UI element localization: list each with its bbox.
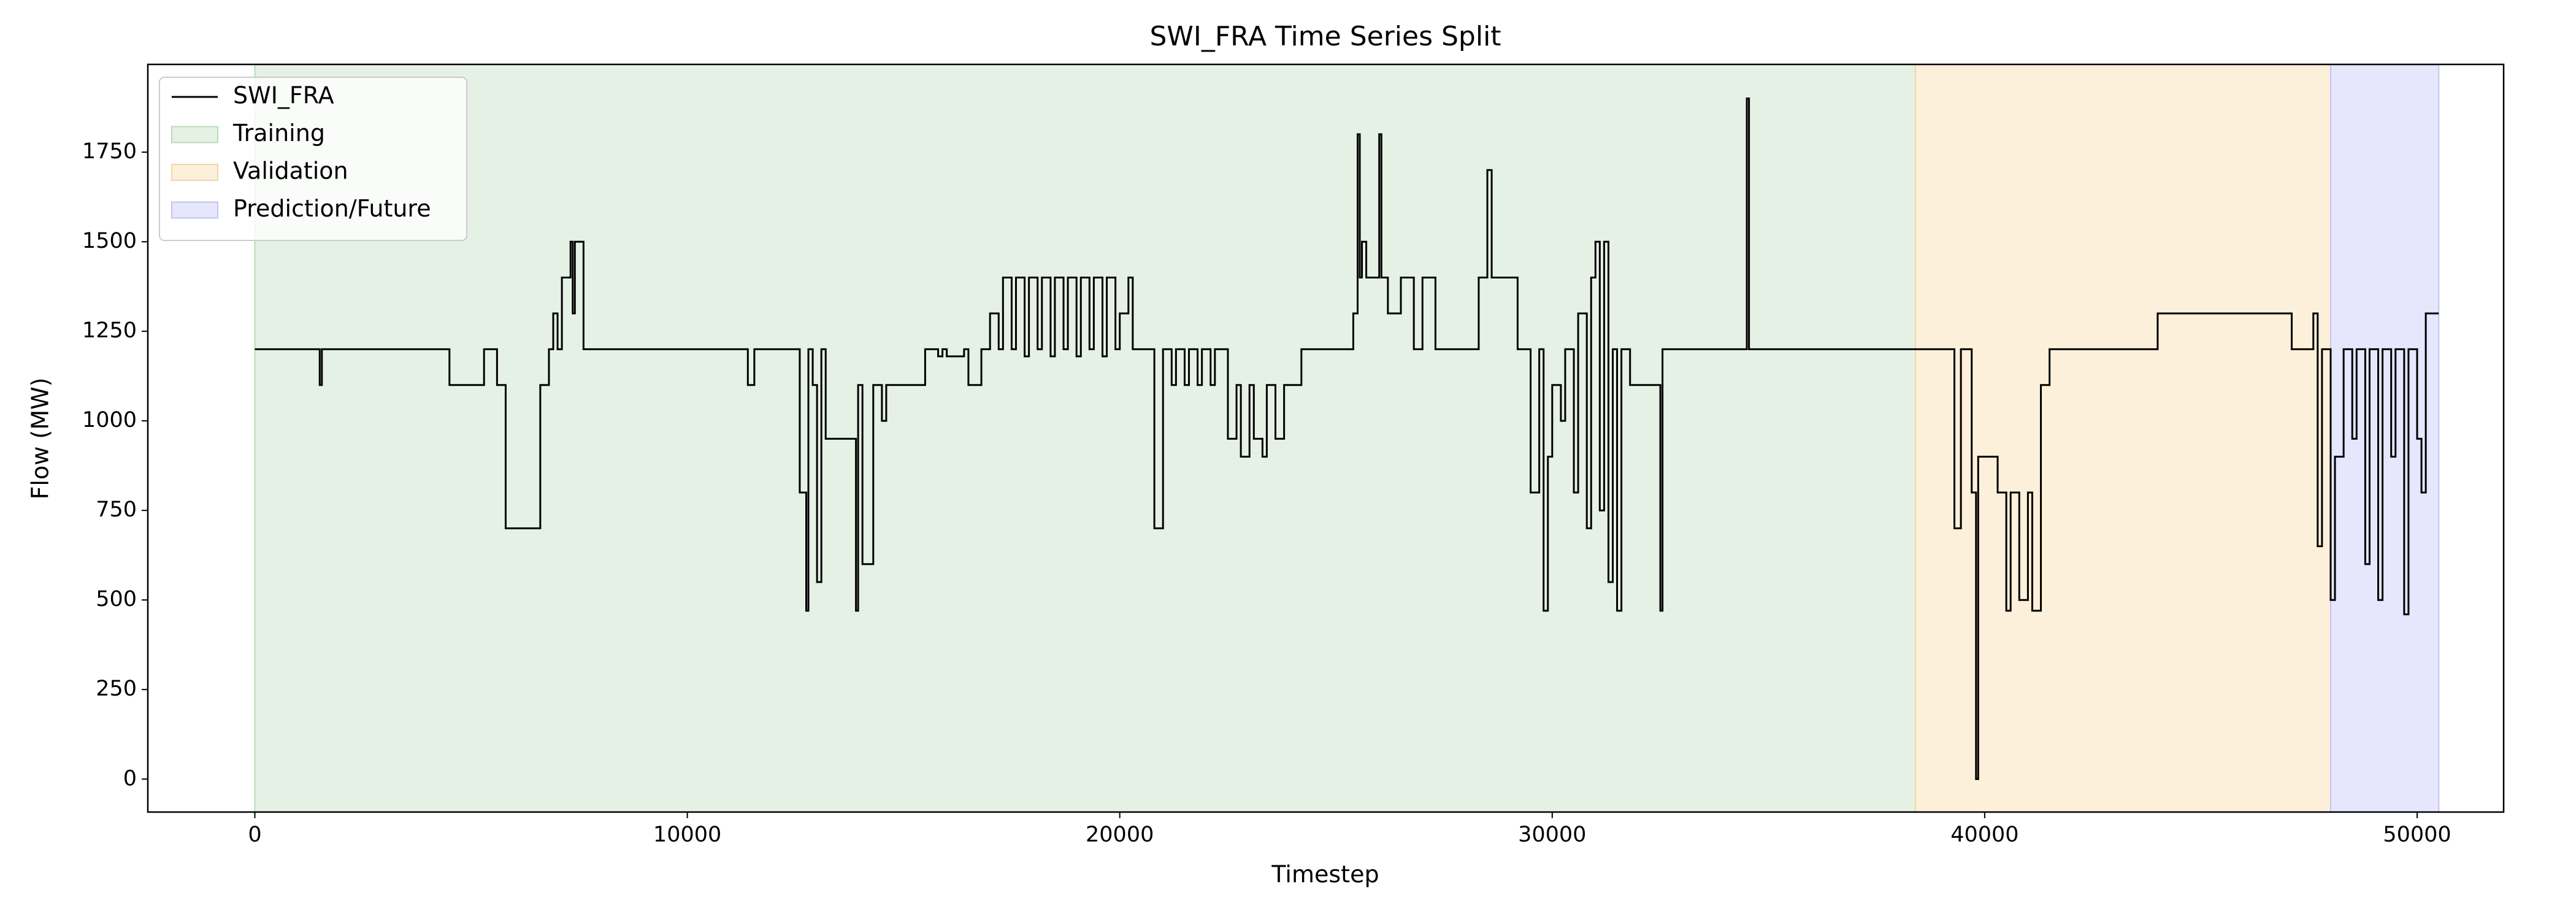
y-tick-label: 1000 [82,408,137,432]
legend-swatch [171,164,218,181]
y-tick-label: 500 [96,587,137,611]
x-tick-label: 10000 [653,822,721,847]
plot-frame [147,63,2505,813]
x-tick-label: 20000 [1086,822,1154,847]
span [2329,64,2440,813]
x-axis-label: Timestep [1271,861,1379,888]
x-tick-label: 0 [248,822,261,847]
series-line [255,97,2439,780]
legend-swatch [171,201,218,219]
legend-swatch [171,126,218,144]
legend-box [159,77,467,241]
y-axis-label: Flow (MW) [27,378,54,500]
span [1915,64,2331,813]
span [254,64,1917,813]
x-tick-label: 40000 [1950,822,2018,847]
y-tick-label: 750 [96,497,137,522]
y-tick-label: 250 [96,677,137,701]
x-tick-label: 30000 [1518,822,1586,847]
legend-label: Prediction/Future [233,195,431,222]
legend-label: SWI_FRA [233,82,334,109]
legend-label: Validation [233,158,348,185]
legend-label: Training [232,120,325,147]
legend: SWI_FRA Training Validation Prediction/Futu… [159,77,467,241]
y-tick-label: 0 [123,766,137,791]
x-tick-label: 50000 [2383,822,2451,847]
chart-title: SWI_FRA Time Series Split [1149,21,1501,52]
y-tick-label: 1750 [82,139,137,164]
y-tick-label: 1250 [82,318,137,343]
y-tick-label: 1500 [82,229,137,253]
